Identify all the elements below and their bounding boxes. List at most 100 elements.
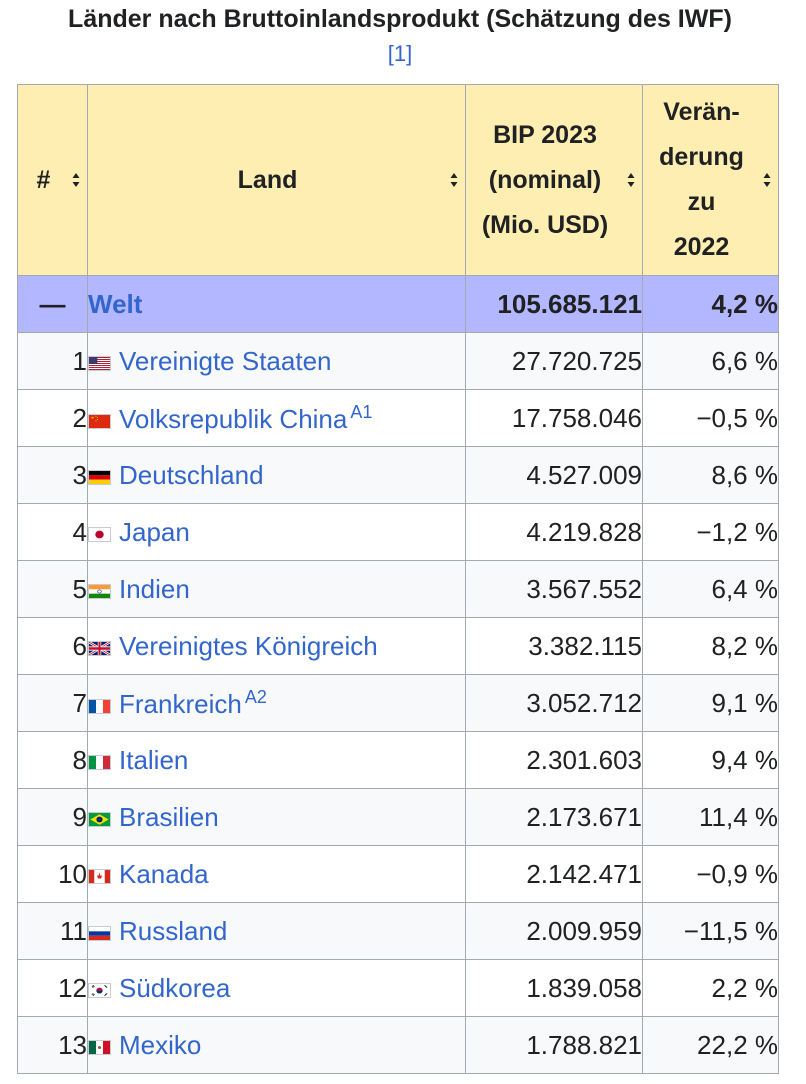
- header-gdp-line: BIP 2023: [493, 120, 597, 149]
- country-link[interactable]: Russland: [119, 915, 228, 946]
- sort-icon[interactable]: [763, 172, 771, 188]
- country-link[interactable]: Frankreich: [119, 688, 242, 719]
- gdp-table: # Land BIP 2023 (nominal) (Mio. USD) Ver…: [17, 84, 779, 1074]
- country-cell: Vereinigte Staaten: [87, 332, 466, 390]
- change-cell: −11,5 %: [642, 902, 779, 960]
- header-change-line: 2022: [673, 233, 730, 261]
- country-link[interactable]: Indien: [119, 573, 190, 604]
- table-row: 5 Indien 3.567.552 6,4 %: [17, 560, 779, 618]
- change-cell: −0,5 %: [642, 389, 779, 447]
- country-cell: Russland: [87, 902, 466, 960]
- header-country[interactable]: Land: [87, 84, 466, 276]
- header-gdp[interactable]: BIP 2023 (nominal) (Mio. USD): [465, 84, 643, 276]
- table-header-row: # Land BIP 2023 (nominal) (Mio. USD) Ver…: [17, 84, 779, 276]
- gdp-cell: 2.009.959: [465, 902, 643, 960]
- gdp-cell: 1.839.058: [465, 959, 643, 1017]
- ca-flag-icon: [88, 868, 111, 884]
- gdp-cell: 3.567.552: [465, 560, 643, 618]
- change-cell: 11,4 %: [642, 788, 779, 846]
- gdp-cell: 1.788.821: [465, 1016, 643, 1074]
- ru-flag-icon: [88, 925, 111, 941]
- country-link[interactable]: Mexiko: [119, 1029, 202, 1060]
- table-row: 7 Frankreich A2 3.052.712 9,1 %: [17, 674, 779, 732]
- rank-cell: 2: [17, 389, 88, 447]
- rank-cell: 13: [17, 1016, 88, 1074]
- header-change[interactable]: Verän- derung zu 2022: [642, 84, 779, 276]
- change-cell: 9,4 %: [642, 731, 779, 789]
- change-cell: −1,2 %: [642, 503, 779, 561]
- change-cell: −0,9 %: [642, 845, 779, 903]
- country-cell: Brasilien: [87, 788, 466, 846]
- us-flag-icon: [88, 355, 111, 371]
- rank-cell: 5: [17, 560, 88, 618]
- rank-cell: 9: [17, 788, 88, 846]
- change-cell: 6,4 %: [642, 560, 779, 618]
- sort-icon[interactable]: [72, 172, 80, 188]
- table-row: 12 Südkorea 1.839.058 2,2 %: [17, 959, 779, 1017]
- footnote-link[interactable]: A2: [244, 686, 267, 707]
- header-change-line: derung: [659, 143, 744, 171]
- table-row: 2 Volksrepublik China A1 17.758.046 −0,5 %: [17, 389, 779, 447]
- br-flag-icon: [88, 811, 111, 827]
- jp-flag-icon: [88, 526, 111, 542]
- country-link[interactable]: Kanada: [119, 858, 209, 889]
- table-caption: Länder nach Bruttoinlandsprodukt (Schätz…: [68, 5, 732, 33]
- header-rank[interactable]: #: [17, 84, 88, 276]
- country-link[interactable]: Italien: [119, 744, 189, 775]
- gdp-cell: 3.382.115: [465, 617, 643, 675]
- table-row: 4 Japan 4.219.828 −1,2 %: [17, 503, 779, 561]
- country-cell: Italien: [87, 731, 466, 789]
- world-row: — Welt 105.685.121 4,2 %: [17, 275, 779, 333]
- world-gdp: 105.685.121: [465, 275, 643, 333]
- country-link[interactable]: Südkorea: [119, 972, 231, 1003]
- table-row: 8 Italien 2.301.603 9,4 %: [17, 731, 779, 789]
- country-cell: Indien: [87, 560, 466, 618]
- mx-flag-icon: [88, 1039, 111, 1055]
- header-change-line: Verän-: [663, 98, 740, 126]
- change-cell: 9,1 %: [642, 674, 779, 732]
- gdp-cell: 2.142.471: [465, 845, 643, 903]
- table-row: 11 Russland 2.009.959 −11,5 %: [17, 902, 779, 960]
- header-rank-label: #: [36, 165, 51, 194]
- gdp-cell: 3.052.712: [465, 674, 643, 732]
- table-row: 1 Vereinigte Staaten 27.720.725 6,6 %: [17, 332, 779, 390]
- rank-cell: 12: [17, 959, 88, 1017]
- change-cell: 2,2 %: [642, 959, 779, 1017]
- country-cell: Volksrepublik China A1: [87, 389, 466, 447]
- caption-reference-link[interactable]: [1]: [387, 41, 413, 66]
- footnote-link[interactable]: A1: [350, 401, 373, 422]
- change-cell: 8,6 %: [642, 446, 779, 504]
- table-row: 6 Vereinigtes Königreich 3.382.115 8,2 %: [17, 617, 779, 675]
- fr-flag-icon: [88, 698, 111, 714]
- country-link[interactable]: Deutschland: [119, 459, 264, 490]
- country-link[interactable]: Vereinigtes Königreich: [119, 630, 378, 661]
- country-link[interactable]: Brasilien: [119, 801, 219, 832]
- in-flag-icon: [88, 583, 111, 599]
- country-cell: Kanada: [87, 845, 466, 903]
- rank-cell: 8: [17, 731, 88, 789]
- sort-icon[interactable]: [627, 172, 635, 188]
- table-row: 3 Deutschland 4.527.009 8,6 %: [17, 446, 779, 504]
- de-flag-icon: [88, 469, 111, 485]
- it-flag-icon: [88, 754, 111, 770]
- gdp-cell: 4.219.828: [465, 503, 643, 561]
- gdp-cell: 2.173.671: [465, 788, 643, 846]
- sort-icon[interactable]: [450, 172, 458, 188]
- table-row: 13 Mexiko 1.788.821 22,2 %: [17, 1016, 779, 1074]
- rank-cell: 7: [17, 674, 88, 732]
- table-row: 9 Brasilien 2.173.671 11,4 %: [17, 788, 779, 846]
- country-cell: Deutschland: [87, 446, 466, 504]
- rank-cell: 3: [17, 446, 88, 504]
- country-link[interactable]: Vereinigte Staaten: [119, 345, 332, 376]
- country-cell: Mexiko: [87, 1016, 466, 1074]
- country-link[interactable]: Japan: [119, 516, 190, 547]
- world-link[interactable]: Welt: [88, 288, 143, 319]
- country-cell: Südkorea: [87, 959, 466, 1017]
- kr-flag-icon: [88, 982, 111, 998]
- cn-flag-icon: [88, 413, 111, 429]
- gb-flag-icon: [88, 640, 111, 656]
- table-row: 10 Kanada 2.142.471 −0,9 %: [17, 845, 779, 903]
- rank-cell: 1: [17, 332, 88, 390]
- country-link[interactable]: Volksrepublik China: [119, 403, 348, 434]
- gdp-cell: 2.301.603: [465, 731, 643, 789]
